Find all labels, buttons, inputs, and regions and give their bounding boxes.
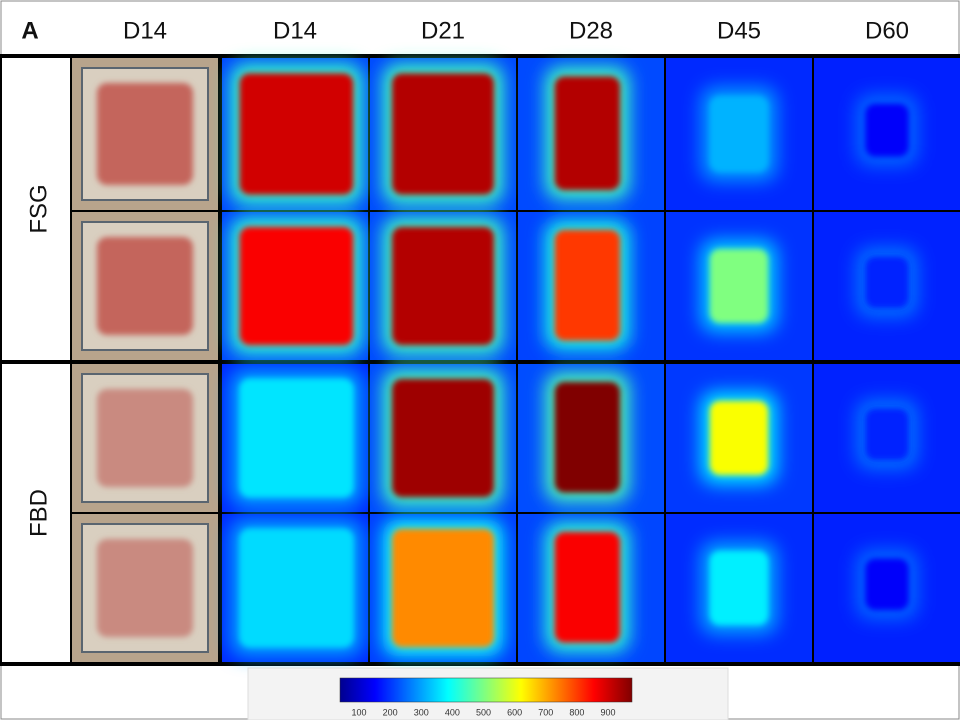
heatmap-core	[240, 529, 354, 647]
column-header: D21	[421, 17, 465, 44]
figure: A D14 D14 D21 D28 D45 D60 FSG FBD 100 200 300 400 50…	[0, 0, 960, 720]
wound	[97, 389, 193, 487]
colorbar	[340, 678, 632, 702]
heatmap-core	[555, 382, 621, 493]
column-header: D60	[865, 17, 909, 44]
colorbar-tick-label: 100	[351, 707, 366, 717]
heatmap-core	[392, 529, 494, 647]
wound	[97, 237, 193, 335]
column-header: D45	[717, 17, 761, 44]
heatmap-core	[240, 227, 354, 345]
heatmap-core	[240, 73, 354, 195]
heatmap-core	[392, 379, 494, 497]
colorbar-tick-label: 500	[476, 707, 491, 717]
column-header: D14	[273, 17, 317, 44]
heatmap-core	[710, 96, 768, 172]
colorbar-tick-label: 400	[445, 707, 460, 717]
colorbar-tick-label: 700	[538, 707, 553, 717]
image-grid	[72, 58, 960, 662]
heatmap-core	[555, 76, 621, 190]
panel-label: A	[21, 17, 38, 44]
colorbar-tick-label: 600	[507, 707, 522, 717]
row-label: FBD	[25, 489, 52, 537]
heatmap-core	[555, 532, 621, 643]
column-header: D28	[569, 17, 613, 44]
page: A D14 D14 D21 D28 D45 D60 FSG FBD 100 200 300 400 50…	[0, 0, 960, 720]
heatmap-core	[865, 558, 909, 610]
row-label: FSG	[25, 184, 52, 233]
heatmap-core	[392, 227, 494, 345]
heatmap-core	[710, 249, 768, 323]
heatmap-core	[865, 408, 909, 460]
wound	[97, 83, 193, 185]
colorbar-tick-label: 800	[569, 707, 584, 717]
heatmap-core	[392, 73, 494, 195]
heatmap-core	[240, 379, 354, 497]
column-header: D14	[123, 17, 167, 44]
heatmap-core	[865, 256, 909, 308]
heatmap-core	[555, 230, 621, 341]
heatmap-core	[710, 551, 768, 625]
heatmap-core	[710, 401, 768, 475]
colorbar-tick-label: 300	[414, 707, 429, 717]
wound	[97, 539, 193, 637]
colorbar-tick-label: 200	[383, 707, 398, 717]
heatmap-core	[865, 104, 909, 157]
colorbar-tick-label: 900	[600, 707, 615, 717]
